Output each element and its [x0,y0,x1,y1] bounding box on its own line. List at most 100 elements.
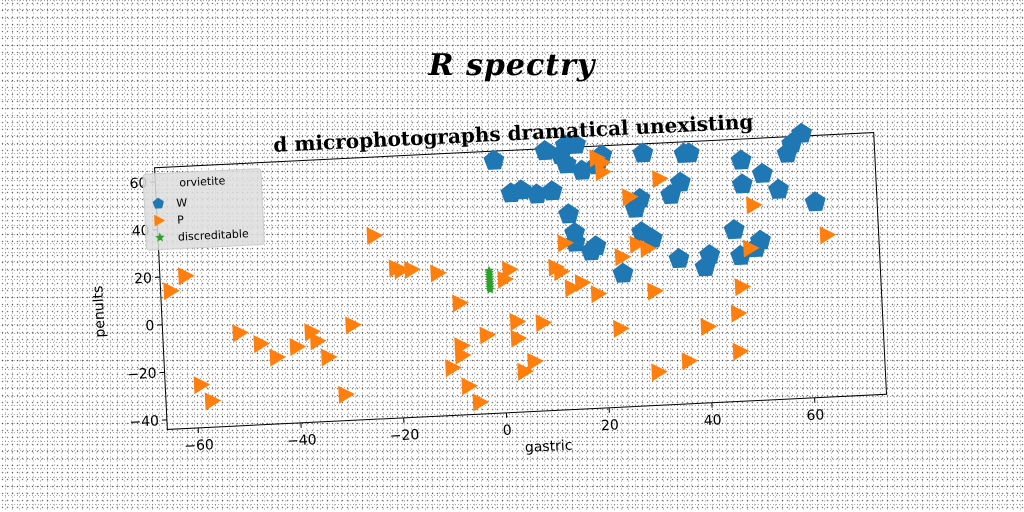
data-point [502,260,519,279]
data-point [647,282,664,301]
data-point [622,188,639,207]
data-point [668,247,690,269]
data-point [461,377,479,396]
data-point [629,235,647,254]
legend-box [142,168,265,251]
data-point [510,179,532,200]
data-point [723,218,745,240]
data-point [553,263,571,282]
data-point [640,239,657,258]
data-point [535,314,553,333]
data-point [574,274,592,293]
legend-label: P [177,213,185,226]
data-point [472,393,490,412]
data-point [393,261,411,280]
x-axis-label: gastric [525,438,573,456]
legend-marker [155,232,165,242]
data-point [557,234,575,253]
data-point [678,142,700,163]
data-point [632,142,654,163]
data-marks [163,122,837,412]
data-point [612,262,634,283]
data-point [479,326,497,345]
data-point [497,270,515,289]
data-point [730,149,752,170]
data-point [565,133,586,154]
data-point [730,304,748,323]
y-tick-label: −40 [129,413,159,430]
data-point [669,171,691,192]
series-w [483,122,826,283]
data-point [204,392,222,411]
data-point [555,153,577,174]
data-point [253,335,270,354]
page-title: R spectry [428,48,596,83]
series-discreditable [484,265,495,294]
data-point [699,244,721,265]
data-point [517,362,534,381]
data-point [445,359,462,378]
y-tick-label: 0 [145,318,155,334]
data-point [804,191,826,212]
data-point [651,363,668,382]
series-p [163,149,837,412]
legend-title: orvietite [179,174,226,189]
data-point [734,278,752,297]
y-axis-label: penults [90,285,109,338]
legend-label: discreditable [178,227,250,243]
data-point [534,140,556,161]
data-point [304,323,321,342]
legend-label: W [176,196,188,210]
x-tick-label: 20 [601,417,620,434]
data-point [483,149,505,170]
data-point [484,265,494,275]
data-point [594,153,612,172]
legend-marker [154,214,166,227]
data-point [510,329,528,348]
plot-area [154,132,888,430]
data-point [564,279,582,298]
data-point [746,196,763,215]
data-point [731,173,753,194]
data-point [404,260,421,279]
data-point [430,264,447,283]
data-point [558,203,580,224]
y-tick-label: −20 [127,366,157,383]
data-point [269,348,287,367]
data-point [613,319,630,338]
data-point [768,178,789,199]
data-point [289,338,307,357]
data-point [366,227,384,246]
legend-marker [152,197,164,209]
data-point [641,227,663,249]
data-point [700,318,718,337]
data-point [614,248,632,267]
data-point [652,170,669,189]
data-point [509,313,527,332]
data-point [791,122,812,143]
data-point [541,180,563,201]
data-point [751,162,773,183]
x-tick-label: −60 [184,437,214,454]
data-point [452,294,469,313]
data-point [454,346,472,365]
data-point [193,376,211,395]
data-point [585,235,607,256]
data-point [564,221,586,243]
y-tick-label: 20 [134,271,153,288]
data-point [590,285,608,304]
x-tick-label: 0 [502,423,512,439]
x-tick-label: 60 [806,407,825,424]
data-point [743,239,760,258]
data-point [749,229,771,250]
data-point [571,159,593,180]
x-axis: −60 −40 −20 0 20 40 60 [184,397,825,455]
data-point [177,267,195,286]
data-point [681,352,699,371]
data-point [527,352,544,371]
data-point [320,348,338,367]
data-point [732,342,750,361]
data-point [345,316,362,335]
